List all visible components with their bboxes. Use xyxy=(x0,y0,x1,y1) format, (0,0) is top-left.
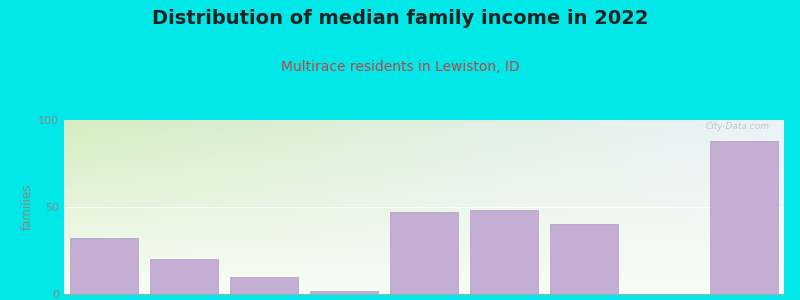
Bar xyxy=(550,224,618,294)
Y-axis label: families: families xyxy=(21,184,34,230)
Bar xyxy=(710,141,778,294)
Text: City-Data.com: City-Data.com xyxy=(706,122,770,131)
Text: Distribution of median family income in 2022: Distribution of median family income in … xyxy=(152,9,648,28)
Bar xyxy=(230,277,298,294)
Text: Multirace residents in Lewiston, ID: Multirace residents in Lewiston, ID xyxy=(281,60,519,74)
Bar xyxy=(310,290,378,294)
Bar xyxy=(390,212,458,294)
Bar xyxy=(150,259,218,294)
Bar xyxy=(70,238,138,294)
Bar xyxy=(470,211,538,294)
